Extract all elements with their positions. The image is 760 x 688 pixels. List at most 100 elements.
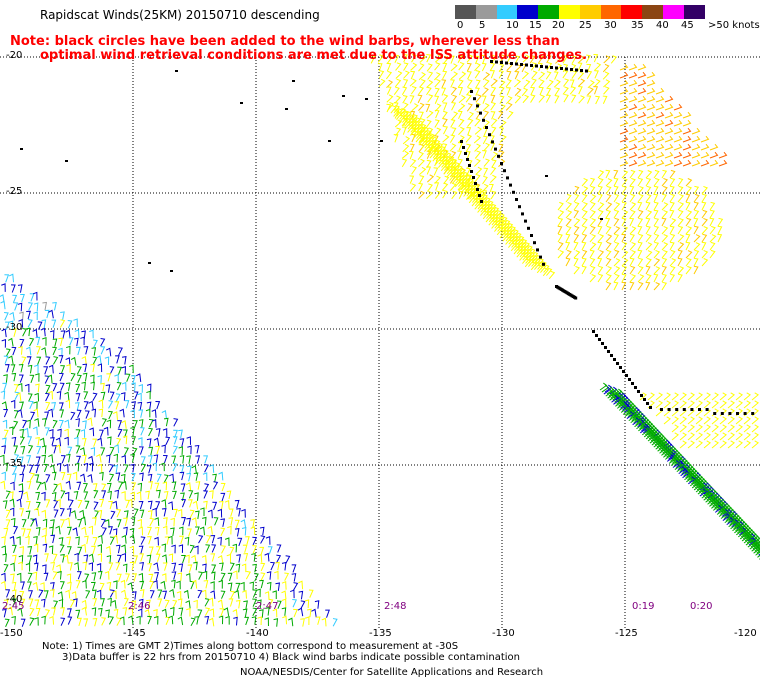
wind-barb [637,249,643,259]
wind-barb [19,473,25,483]
wind-barb [458,71,467,80]
wind-barb [153,609,158,618]
wind-barb [716,502,724,511]
wind-barb [223,607,230,616]
wind-barb [438,156,445,165]
wind-barb [621,210,629,219]
wind-barb [714,500,722,509]
wind-barb [13,525,19,535]
wind-barb [668,456,677,464]
wind-barb [631,413,640,421]
wind-barb [538,71,546,80]
wind-barb [637,111,647,119]
wind-barb [171,481,177,490]
wind-barb [613,185,619,195]
wind-barb [11,581,17,591]
wind-barb [9,498,15,508]
wind-barb [25,536,30,545]
wind-barb [116,437,122,447]
wind-barb [82,420,87,429]
wind-barb [20,293,25,303]
wind-barb [191,579,198,589]
wind-barb [162,562,168,571]
wind-barb [629,202,637,211]
wind-barb [480,204,487,213]
wind-barb [168,535,173,545]
time-label: 2:48 [384,601,407,612]
wind-barb [100,598,105,607]
wind-barb [138,598,144,608]
wind-barb [474,143,482,152]
wind-barb [45,384,51,394]
tick-label: -130 [492,628,515,639]
island [380,140,383,142]
wind-barb [522,255,529,264]
contamination-marker [536,248,539,252]
wind-barb [481,62,487,72]
wind-barb [12,294,18,304]
wind-barb [499,229,506,239]
wind-barb [12,328,17,337]
wind-barb [100,518,106,528]
wind-barb [722,513,731,521]
wind-barb [573,201,580,211]
wind-barb [4,364,10,373]
wind-barb [120,392,126,401]
wind-barb [36,481,42,490]
wind-barb [485,213,492,223]
wind-barb [418,182,424,192]
wind-barb [427,71,434,80]
wind-barb [394,95,401,104]
wind-barb [546,62,553,71]
wind-barb [557,241,564,251]
legend-label: 15 [529,20,542,31]
wind-barb [45,392,50,402]
wind-barb [701,226,709,235]
wind-barb [490,86,497,96]
wind-barb [130,516,136,526]
wind-barb [232,570,238,580]
wind-barb [121,381,127,391]
wind-barb [639,421,647,430]
wind-barb [217,508,223,518]
wind-barb [28,598,34,607]
wind-barb [218,500,224,510]
wind-barb [605,249,612,259]
wind-barb [189,580,195,590]
wind-barb [297,607,304,617]
wind-barb [565,225,572,235]
wind-barb [589,242,597,251]
wind-barb [427,143,434,152]
wind-barb [162,525,168,535]
wind-barb [455,175,462,184]
wind-barb [22,419,28,429]
wind-barb [653,201,659,211]
wind-barb [655,103,665,111]
wind-barb [58,537,64,546]
wind-barb [184,536,190,546]
wind-barb [172,490,177,500]
wind-barb [401,86,408,96]
wind-barb [129,364,134,374]
wind-barb [92,598,98,607]
wind-barb [637,63,647,71]
wind-barb [77,519,83,528]
wind-barb [466,127,472,136]
wind-barb [573,225,580,235]
wind-barb [155,401,161,410]
wind-barb [137,519,142,528]
wind-barb [394,54,400,63]
wind-barb [138,384,143,393]
wind-barb [751,416,759,425]
wind-barb [411,54,417,63]
wind-barb [700,135,710,143]
wind-barb [109,446,115,456]
wind-barb [88,525,94,535]
wind-barb [619,111,629,119]
wind-barb [282,615,288,625]
wind-barb [186,455,191,464]
wind-barb [123,429,128,438]
wind-barb [538,55,544,64]
wind-barb [519,252,526,261]
wind-barb [75,580,81,589]
